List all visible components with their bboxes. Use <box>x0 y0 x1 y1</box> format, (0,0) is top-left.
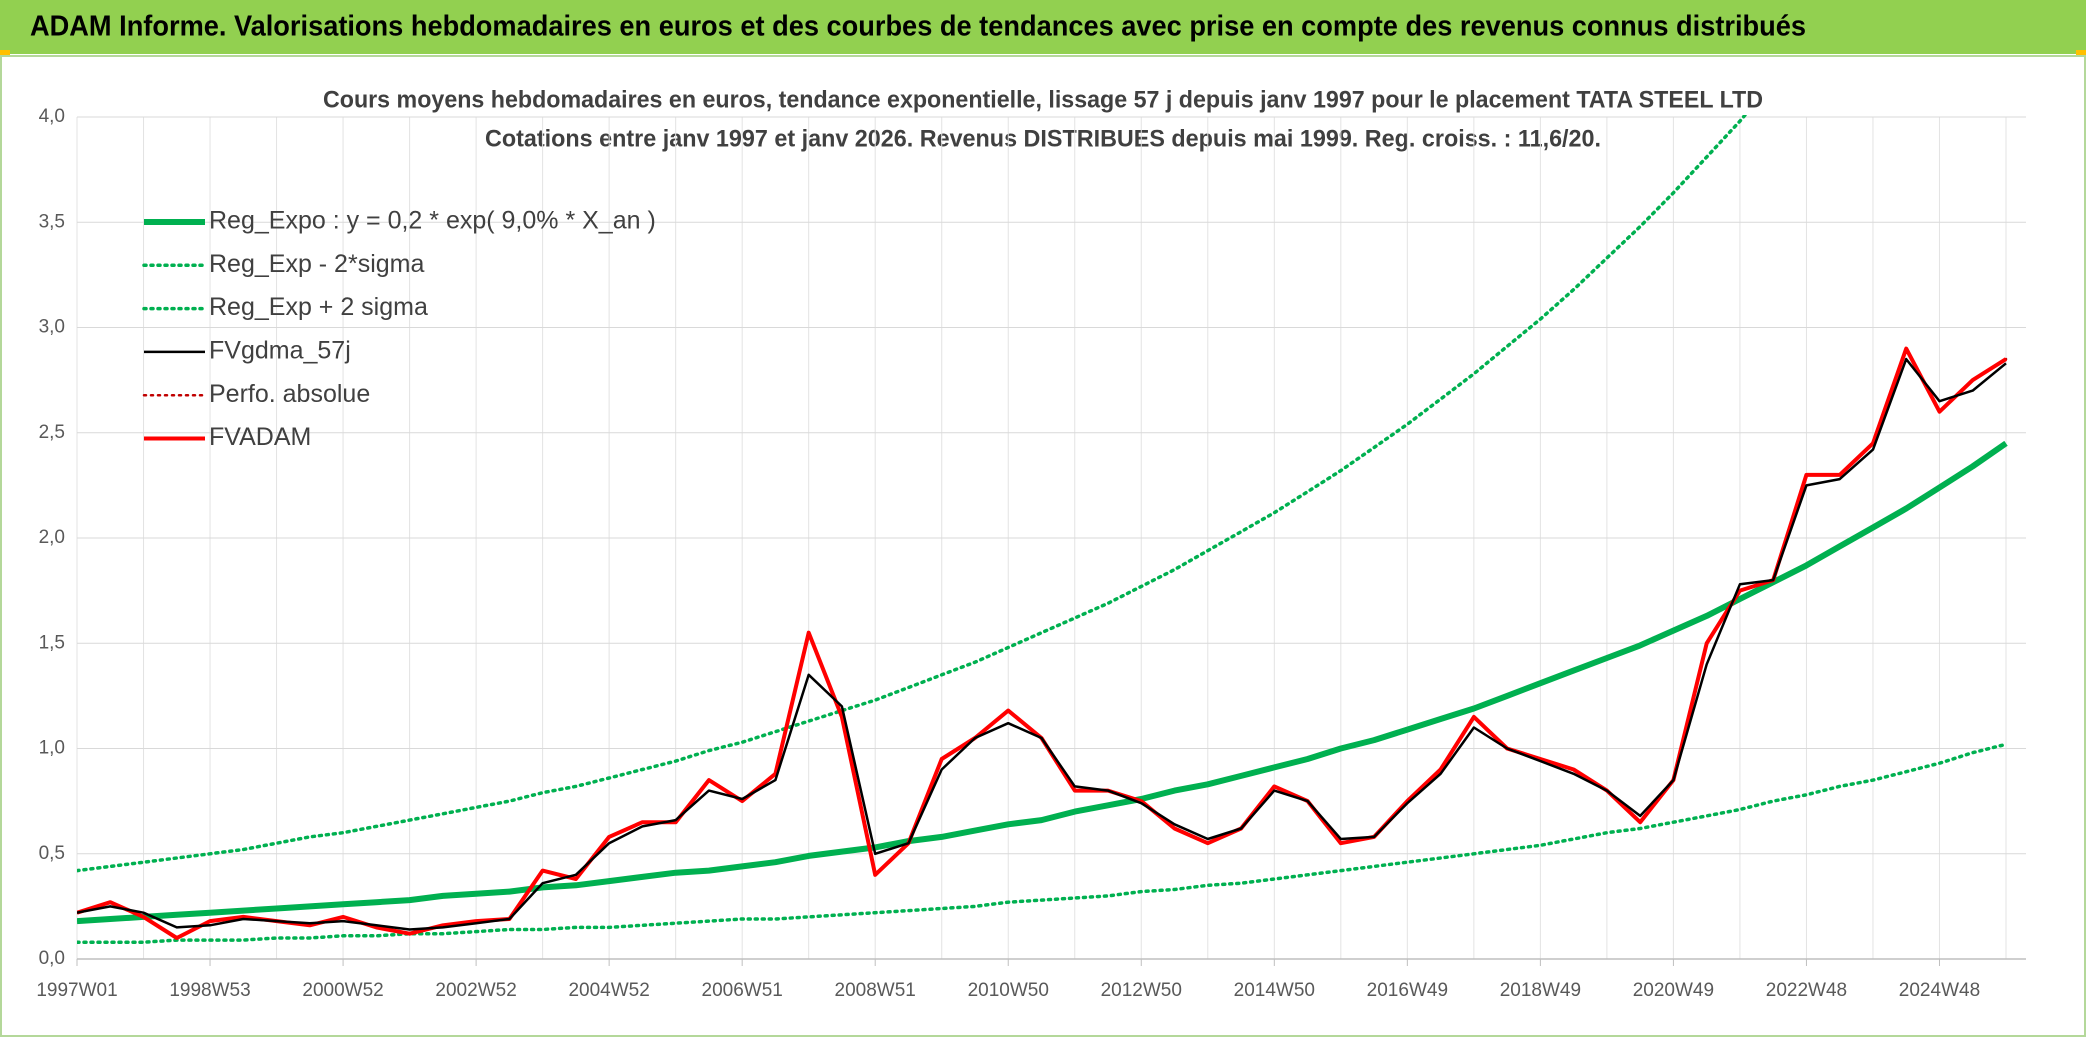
chart-subtitle: Cotations entre janv 1997 et janv 2026. … <box>485 125 1601 152</box>
x-tick-label: 2004W52 <box>568 980 649 1001</box>
header-corner <box>2076 50 2086 56</box>
series-line <box>77 440 2008 925</box>
x-tick-label: 1997W01 <box>36 980 117 1001</box>
x-tick-label: 2006W51 <box>702 980 783 1001</box>
x-tick-label: 2002W52 <box>435 980 516 1001</box>
x-tick-label: 2020W49 <box>1633 980 1714 1001</box>
series-line <box>77 357 2007 931</box>
frame <box>0 55 2086 1037</box>
y-tick-label: 2,5 <box>39 422 65 443</box>
x-tick-label: 2012W50 <box>1101 980 1182 1001</box>
legend-label: Reg_Exp + 2 sigma <box>209 293 428 321</box>
legend-label: Perfo. absolue <box>209 380 370 408</box>
y-tick-label: 0,5 <box>39 843 65 864</box>
x-tick-label: 2016W49 <box>1367 980 1448 1001</box>
x-tick-label: 2000W52 <box>302 980 383 1001</box>
chart-title: Cours moyens hebdomadaires en euros, ten… <box>323 86 1763 113</box>
x-tick-label: 2018W49 <box>1500 980 1581 1001</box>
series-line <box>77 115 1748 873</box>
x-tick-label: 2008W51 <box>835 980 916 1001</box>
plot <box>77 115 2008 944</box>
x-tick-label: 2022W48 <box>1766 980 1847 1001</box>
legend-label: Reg_Expo : y = 0,2 * exp( 9,0% * X_an ) <box>209 207 656 235</box>
x-tick-label: 2010W50 <box>968 980 1049 1001</box>
x-tick-label: 1998W53 <box>169 980 250 1001</box>
series-line <box>77 742 2008 944</box>
y-tick-label: 1,0 <box>39 738 65 759</box>
x-tick-label: 2024W48 <box>1899 980 1980 1001</box>
legend-label: FVgdma_57j <box>209 337 351 365</box>
y-tick-label: 3,5 <box>39 211 65 232</box>
x-tick-label: 2014W50 <box>1234 980 1315 1001</box>
y-tick-label: 1,5 <box>39 632 65 653</box>
y-tick-label: 0,0 <box>39 948 65 969</box>
header-band <box>0 0 2086 54</box>
y-tick-label: 2,0 <box>39 527 65 548</box>
header-corner <box>0 50 10 56</box>
y-tick-label: 4,0 <box>39 106 65 127</box>
legend-label: FVADAM <box>209 423 311 451</box>
header-title: ADAM Informe. Valorisations hebdomadaire… <box>30 11 1806 43</box>
y-tick-label: 3,0 <box>39 317 65 338</box>
legend-label: Reg_Exp - 2*sigma <box>209 250 424 278</box>
